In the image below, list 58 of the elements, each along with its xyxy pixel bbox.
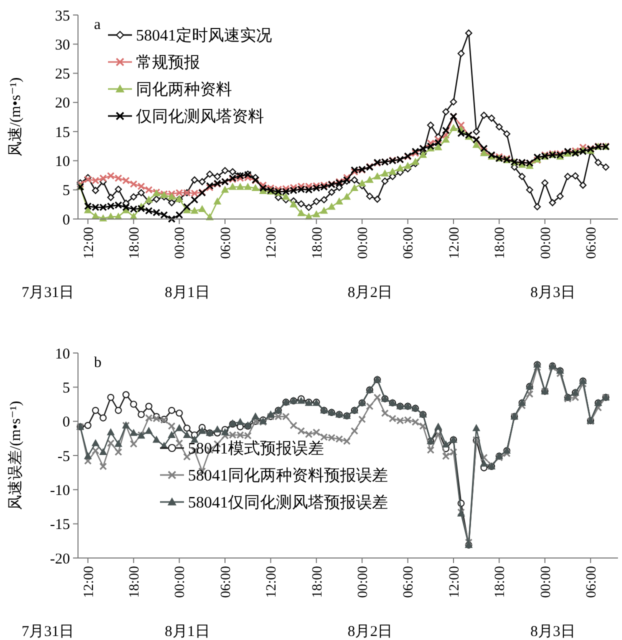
y-tick-label: 0: [62, 212, 70, 228]
x-tick-label: 00:00: [173, 227, 188, 259]
legend-label: 同化两种资料: [136, 80, 232, 99]
text: 8月1日: [164, 624, 210, 640]
text: 8月2日: [348, 624, 393, 640]
x-tick-label: 06:00: [584, 566, 600, 598]
y-axis-title: 风速误差/(m•s⁻¹): [7, 400, 24, 510]
x-tick-label: 00:00: [173, 566, 188, 598]
text: 8月1日: [164, 285, 210, 301]
text: 8月2日: [348, 285, 393, 301]
legend-label: 常规预报: [136, 54, 200, 72]
legend-label: 仅同化测风塔资料: [136, 108, 264, 126]
x-tick-label: 18:00: [310, 227, 326, 259]
legend-label: 58041定时风速实况: [136, 26, 272, 45]
x-tick-label: 06:00: [584, 227, 600, 259]
y-tick-label: 0: [62, 414, 70, 431]
x-tick-label: 18:00: [493, 227, 508, 259]
text: 7月31日: [22, 624, 74, 640]
text: 8月3日: [530, 624, 576, 640]
x-tick-label: 12:00: [82, 227, 97, 259]
y-tick-label: -10: [50, 482, 70, 499]
x-tick-label: 00:00: [356, 566, 371, 598]
y-tick-label: 30: [55, 37, 70, 54]
x-tick-label: 12:00: [264, 227, 280, 259]
x-tick-label: 18:00: [128, 227, 142, 259]
y-tick-label: 5: [62, 183, 70, 200]
x-tick-label: 00:00: [538, 227, 554, 259]
legend-label: 58041模式预报误差: [188, 440, 324, 458]
y-tick-label: -5: [58, 448, 70, 465]
x-tick-label: 06:00: [218, 227, 234, 259]
y-axis-title: 风速/(m•s⁻¹): [7, 77, 24, 157]
x-tick-label: 12:00: [264, 566, 280, 598]
y-tick-label: 10: [55, 346, 70, 362]
text: 8月3日: [530, 285, 576, 301]
chart-title: b: [94, 355, 102, 371]
y-tick-label: 15: [55, 124, 70, 141]
x-tick-label: 18:00: [128, 566, 142, 598]
legend-label: 58041仅同化测风塔预报误差: [188, 494, 388, 512]
y-tick-label: -15: [50, 517, 70, 534]
x-tick-label: 00:00: [356, 227, 371, 259]
x-tick-label: 06:00: [402, 227, 417, 259]
x-tick-label: 00:00: [538, 566, 554, 598]
text: 7月31日: [22, 285, 74, 301]
y-tick-label: 25: [55, 66, 70, 83]
y-tick-label: 35: [55, 8, 70, 24]
y-tick-label: 5: [62, 380, 70, 396]
x-tick-label: 06:00: [218, 566, 234, 598]
x-tick-label: 18:00: [493, 566, 508, 598]
x-tick-label: 12:00: [82, 566, 97, 598]
x-tick-label: 18:00: [310, 566, 326, 598]
y-tick-label: -20: [50, 551, 70, 568]
y-tick-label: 10: [55, 154, 70, 170]
x-tick-label: 12:00: [447, 566, 462, 598]
y-tick-label: 20: [55, 96, 70, 112]
legend-label: 58041同化两种资料预报误差: [188, 466, 388, 485]
x-tick-label: 12:00: [447, 227, 462, 259]
x-tick-label: 06:00: [402, 566, 417, 598]
chart-title: a: [94, 17, 101, 33]
